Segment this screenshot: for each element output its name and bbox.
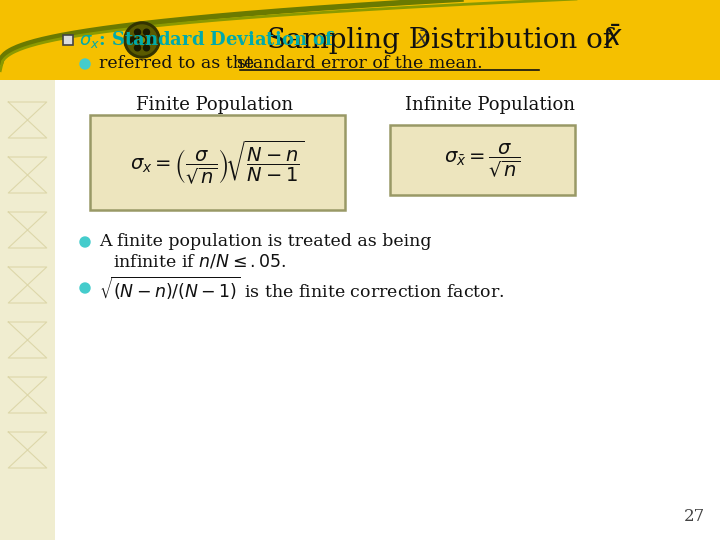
Circle shape [140,37,145,43]
Bar [0,80,55,540]
Circle shape [143,29,150,35]
Text: $\sigma_x = \left(\dfrac{\sigma}{\sqrt{n}}\right)\!\sqrt{\dfrac{N-n}{N-1}}$: $\sigma_x = \left(\dfrac{\sigma}{\sqrt{n… [130,139,305,186]
Bar [63,35,73,45]
Text: infinite if $n/N \leq .05$.: infinite if $n/N \leq .05$. [113,253,287,271]
Text: $\sigma_x$: Standard Deviation of: $\sigma_x$: Standard Deviation of [79,30,335,51]
Circle shape [148,37,154,43]
Circle shape [135,29,140,35]
Text: standard error of the mean.: standard error of the mean. [237,56,482,72]
Circle shape [143,45,150,51]
Circle shape [135,45,140,51]
Circle shape [80,283,90,293]
Text: Finite Population: Finite Population [136,96,294,114]
Bar [55,80,720,540]
Text: Sampling Distribution of: Sampling Distribution of [267,26,613,53]
Text: $\sigma_{\bar{x}} = \dfrac{\sigma}{\sqrt{n}}$: $\sigma_{\bar{x}} = \dfrac{\sigma}{\sqrt… [444,141,521,179]
Circle shape [80,59,90,69]
Circle shape [127,25,157,55]
Bar [90,115,345,210]
Circle shape [130,37,136,43]
Bar [0,0,720,80]
Circle shape [80,237,90,247]
Text: $\sqrt{(N-n)/(N-1)}$ is the finite correction factor.: $\sqrt{(N-n)/(N-1)}$ is the finite corre… [99,274,505,301]
Text: $\bar{x}$: $\bar{x}$ [415,31,429,50]
Text: 27: 27 [684,508,705,525]
Circle shape [124,22,160,58]
Circle shape [138,36,146,44]
Text: $\bar{x}$: $\bar{x}$ [604,24,624,51]
Text: A finite population is treated as being: A finite population is treated as being [99,233,431,251]
Bar [390,125,575,195]
Text: Infinite Population: Infinite Population [405,96,575,114]
Text: referred to as the: referred to as the [99,56,260,72]
